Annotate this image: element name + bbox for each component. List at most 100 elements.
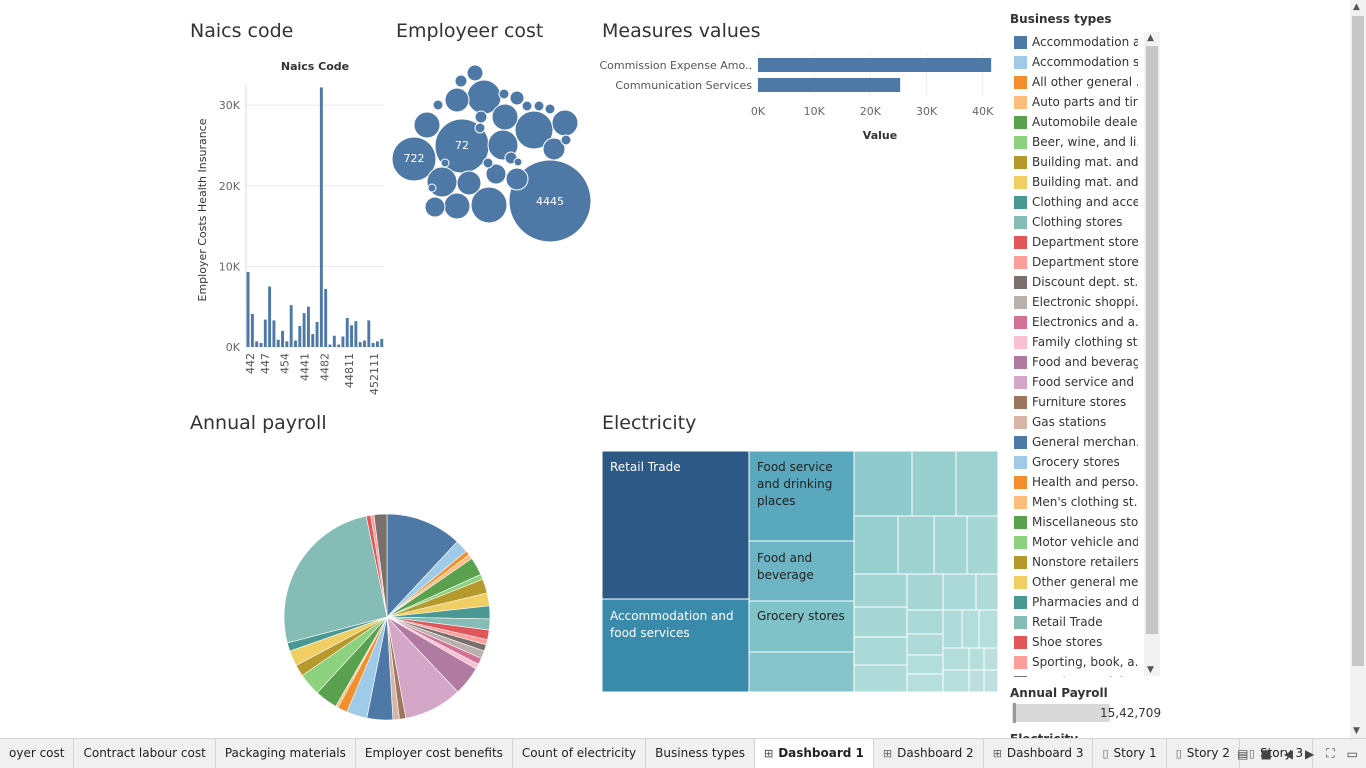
naics-bar-chart[interactable]: Naics Code Employer Costs Health Insuran… [190, 55, 390, 400]
legend-item[interactable]: Auto parts and tir.. [1010, 92, 1138, 112]
naics-bar[interactable] [298, 326, 302, 347]
bubble[interactable] [413, 111, 441, 139]
sheet-tab[interactable]: oyer cost [0, 739, 75, 768]
treemap-cell-accommodation[interactable] [602, 598, 750, 692]
treemap-cell[interactable] [955, 451, 998, 517]
bubble[interactable] [456, 170, 482, 196]
bubble[interactable] [432, 99, 444, 111]
legend-item[interactable]: Building mat. and.. [1010, 152, 1138, 172]
page-scroll-down-icon[interactable]: ▼ [1353, 726, 1360, 736]
legend-item[interactable]: Family clothing st.. [1010, 332, 1138, 352]
bubble[interactable] [521, 100, 533, 112]
treemap-cell[interactable] [983, 669, 998, 692]
legend-item[interactable]: Beer, wine, and li.. [1010, 132, 1138, 152]
naics-bar[interactable] [354, 321, 358, 347]
legend-item[interactable]: Department store.. [1010, 252, 1138, 272]
sheet-tab[interactable]: ▯ Story 3 [1240, 739, 1314, 768]
treemap-cell[interactable] [942, 573, 977, 611]
legend-item[interactable]: Department stores [1010, 232, 1138, 252]
legend-item[interactable]: Gas stations [1010, 412, 1138, 432]
legend-item[interactable]: Building mat. and.. [1010, 172, 1138, 192]
naics-bar[interactable] [337, 344, 341, 347]
treemap-cell[interactable] [968, 669, 985, 692]
treemap-cell[interactable] [853, 515, 899, 575]
legend-item[interactable]: Electronic shoppi.. [1010, 292, 1138, 312]
grid-view-icon[interactable]: ▤ [1237, 746, 1249, 761]
naics-bar[interactable] [363, 340, 366, 347]
fullscreen-icon[interactable]: ⛶ [1326, 746, 1335, 760]
treemap-cell[interactable] [906, 573, 944, 611]
legend-item[interactable]: All other general .. [1010, 72, 1138, 92]
treemap-cell[interactable] [975, 573, 998, 611]
bubble[interactable] [443, 192, 471, 220]
naics-bar[interactable] [246, 272, 250, 347]
bubble[interactable] [513, 157, 523, 167]
legend-item[interactable]: Nonstore retailers [1010, 552, 1138, 572]
treemap-cell[interactable] [906, 633, 944, 656]
legend-item[interactable]: Health and perso.. [1010, 472, 1138, 492]
bubble[interactable] [482, 157, 494, 169]
sheet-tab[interactable]: ⊞ Dashboard 1 [754, 739, 874, 768]
naics-bar[interactable] [306, 306, 310, 347]
naics-bar[interactable] [294, 340, 297, 347]
sheet-tab[interactable]: Count of electricity [513, 739, 647, 768]
legend-item[interactable]: Accommodation a.. [1010, 32, 1138, 52]
treemap-cell[interactable] [983, 647, 998, 671]
scroll-down-icon[interactable]: ▼ [1147, 665, 1154, 675]
page-scrollbar[interactable]: ▲ ▼ [1350, 0, 1366, 738]
treemap-cell[interactable] [897, 515, 935, 575]
treemap-cell[interactable] [853, 606, 908, 638]
legend-item[interactable]: Automobile deale.. [1010, 112, 1138, 132]
treemap-cell[interactable] [933, 515, 968, 575]
bubble[interactable] [466, 64, 484, 82]
naics-bar[interactable] [250, 313, 254, 347]
bubble[interactable] [485, 163, 507, 185]
naics-bar[interactable] [315, 322, 319, 347]
bubble[interactable] [391, 136, 437, 182]
legend-item[interactable]: Electronics and a.. [1010, 312, 1138, 332]
bubble[interactable] [551, 109, 579, 137]
pie-slice[interactable] [283, 515, 388, 644]
bubble[interactable] [544, 103, 556, 115]
legend-item[interactable]: Food and beverag.. [1010, 352, 1138, 372]
sheet-tab[interactable]: ▯ Story 1 [1093, 739, 1167, 768]
sheet-tab[interactable]: Packaging materials [216, 739, 356, 768]
naics-bar[interactable] [289, 305, 293, 347]
pie-slice[interactable] [386, 513, 458, 618]
treemap-cell[interactable] [748, 651, 855, 692]
naics-bar[interactable] [380, 338, 384, 347]
treemap-cell[interactable] [942, 669, 970, 692]
treemap-cell[interactable] [968, 647, 985, 671]
treemap-cell[interactable] [961, 609, 980, 649]
naics-bar[interactable] [268, 286, 272, 347]
sheet-tab[interactable]: Business types [646, 739, 755, 768]
legend-item[interactable]: Pharmacies and d.. [1010, 592, 1138, 612]
naics-bar[interactable] [272, 320, 276, 347]
naics-bar[interactable] [281, 330, 285, 347]
bubble[interactable] [509, 90, 525, 106]
legend-item[interactable]: Other general me.. [1010, 572, 1138, 592]
naics-bar[interactable] [311, 334, 315, 347]
naics-bar[interactable] [285, 341, 289, 347]
employer-cost-bubble-chart[interactable]: 4445 722 72 [390, 60, 595, 245]
scroll-up-icon[interactable]: ▲ [1147, 33, 1154, 43]
treemap-cell[interactable] [853, 451, 913, 517]
bubble[interactable] [542, 137, 566, 161]
treemap-cell[interactable] [966, 515, 998, 575]
business-types-legend[interactable]: Business types Accommodation a.. Accommod… [1010, 12, 1160, 677]
annual-payroll-slider-track[interactable] [1012, 704, 1110, 722]
treemap-cell[interactable] [942, 609, 963, 649]
next-sheet-icon[interactable]: ▶ [1305, 746, 1315, 761]
legend-scroll-thumb[interactable] [1146, 46, 1158, 634]
bubble[interactable] [440, 158, 450, 168]
bubble[interactable] [498, 88, 510, 100]
legend-item[interactable]: Men's clothing st.. [1010, 492, 1138, 512]
bubble[interactable] [533, 100, 545, 112]
legend-item[interactable]: Miscellaneous sto.. [1010, 512, 1138, 532]
legend-item[interactable]: Furniture stores [1010, 392, 1138, 412]
naics-bar[interactable] [358, 342, 362, 347]
treemap-cell[interactable] [853, 664, 908, 692]
film-strip-icon[interactable]: ■ [1260, 746, 1272, 761]
legend-item[interactable]: Shoe stores [1010, 632, 1138, 652]
page-scroll-up-icon[interactable]: ▲ [1353, 2, 1360, 12]
